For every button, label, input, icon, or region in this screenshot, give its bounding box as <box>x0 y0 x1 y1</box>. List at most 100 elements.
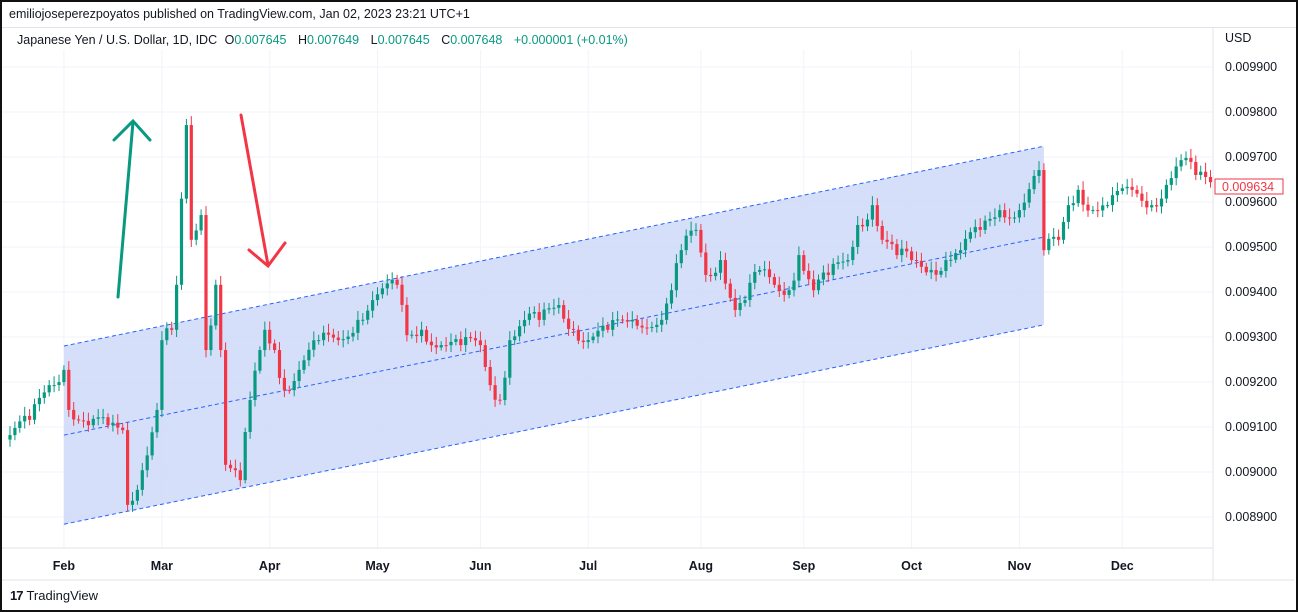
candle <box>998 204 1002 222</box>
candle-body <box>194 230 198 240</box>
candle-body <box>361 319 365 321</box>
candle-body <box>189 125 193 240</box>
candle-body <box>567 318 571 329</box>
parallel-channel <box>63 145 1044 525</box>
candle <box>464 328 468 353</box>
candle <box>37 388 41 412</box>
candle <box>660 310 664 332</box>
ohlc-high: H0.007649 <box>297 33 360 47</box>
candle-body <box>209 325 213 351</box>
candle-body <box>395 279 399 285</box>
candle-body <box>1145 200 1149 208</box>
candle <box>420 321 424 343</box>
candle <box>1150 200 1154 212</box>
candle-body <box>767 269 772 278</box>
y-tick-label: 0.009400 <box>1225 285 1277 299</box>
candle <box>429 333 433 352</box>
candle-body <box>356 319 360 333</box>
candle-body <box>513 336 517 341</box>
candle <box>297 361 301 389</box>
candle-body <box>297 369 301 381</box>
candle <box>366 304 370 325</box>
candle-body <box>405 304 409 336</box>
candle-body <box>1174 166 1178 179</box>
candle-body <box>1101 205 1105 211</box>
candle-body <box>302 360 306 370</box>
candle-body <box>13 427 17 436</box>
candle <box>562 300 566 323</box>
candle-body <box>1135 189 1139 194</box>
candle-body <box>37 397 41 405</box>
candle <box>312 331 316 357</box>
candle-body <box>77 419 81 421</box>
candle-body <box>150 432 154 456</box>
candle <box>596 322 600 344</box>
candle <box>135 484 139 505</box>
y-tick-label: 0.009900 <box>1225 60 1277 74</box>
candle <box>963 230 968 258</box>
candle-body <box>429 341 433 346</box>
candle-body <box>1155 205 1159 207</box>
candle-body <box>322 332 326 341</box>
candle <box>802 250 806 275</box>
candle <box>581 332 585 349</box>
time-axis[interactable]: Feb Mar Apr May Jun Jul Aug Sep Oct Nov Dec <box>2 547 1294 581</box>
candle <box>130 491 135 512</box>
candle <box>1164 179 1168 203</box>
candle <box>699 224 703 258</box>
candle <box>851 240 855 266</box>
candle <box>640 318 644 334</box>
candle <box>856 215 860 255</box>
candle-body <box>366 310 370 320</box>
candle-body <box>52 385 56 387</box>
candle-body <box>130 500 135 505</box>
candle <box>184 118 188 204</box>
candle <box>18 415 22 433</box>
candle-body <box>67 369 71 410</box>
candle <box>346 330 350 345</box>
channel-middle-line <box>63 236 1044 436</box>
candle <box>1125 178 1129 195</box>
annotation-arrows <box>112 113 287 299</box>
candle <box>748 274 752 307</box>
x-tick-label: May <box>365 559 389 573</box>
candle <box>101 408 105 425</box>
candle <box>753 263 757 290</box>
candle-body <box>204 215 208 351</box>
candle <box>238 462 242 487</box>
candle <box>42 385 46 404</box>
x-tick-label: Jun <box>469 559 491 573</box>
candle-body <box>1120 188 1124 191</box>
candle-body <box>689 230 693 236</box>
candle-body <box>753 271 757 283</box>
last-price-label: 0.009634 <box>1222 180 1274 194</box>
candle-body <box>219 284 223 351</box>
candle <box>665 297 669 325</box>
candle-body <box>165 328 169 341</box>
candle <box>469 332 473 343</box>
footer-brand[interactable]: 17 TradingView <box>10 588 98 603</box>
candle-body <box>674 263 678 291</box>
candle-body <box>645 327 649 329</box>
candle <box>1047 233 1051 255</box>
candle <box>140 462 144 496</box>
candle-body <box>1208 176 1213 183</box>
candle <box>1110 186 1115 212</box>
candle <box>1145 192 1149 215</box>
candle-body <box>772 277 776 285</box>
candle-body <box>106 417 110 426</box>
x-tick-label: Feb <box>53 559 76 573</box>
candle-body <box>400 284 404 305</box>
candle-body <box>140 470 144 490</box>
candle <box>758 266 762 276</box>
candle <box>454 334 458 346</box>
candle <box>743 295 747 307</box>
candle-body <box>483 345 487 367</box>
candle-body <box>62 369 66 383</box>
candle-body <box>1042 170 1046 251</box>
candle-body <box>547 308 551 310</box>
candle <box>816 274 821 295</box>
candle-body <box>1057 236 1061 240</box>
price-axis[interactable]: 0.009900 0.009800 0.009700 0.009600 0.009500… <box>1212 28 1277 580</box>
